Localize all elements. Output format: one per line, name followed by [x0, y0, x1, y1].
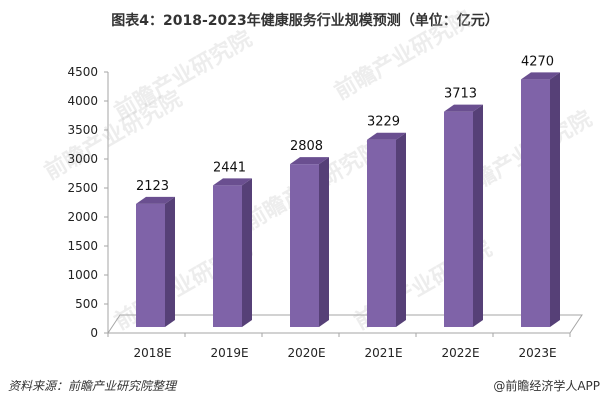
bar-front [444, 111, 473, 327]
data-label: 2808 [290, 139, 323, 154]
bar-front [367, 139, 396, 327]
x-tick-label: 2021E [364, 346, 402, 360]
bar-top [521, 72, 560, 80]
chart-title: 图表4：2018-2023年健康服务行业规模预测（单位：亿元） [111, 13, 499, 29]
y-tick-label: 1000 [67, 268, 98, 282]
bar-top [290, 157, 329, 165]
bar-top [136, 196, 175, 204]
y-tick-label: 0 [90, 326, 98, 340]
bar-front [521, 79, 550, 327]
x-tick-label: 2019E [210, 346, 248, 360]
chart-floor [107, 314, 583, 334]
y-tick-label: 500 [75, 297, 98, 311]
y-tick-label: 4000 [67, 94, 98, 108]
x-tick-label: 2020E [287, 346, 325, 360]
y-tick-label: 3500 [67, 123, 98, 137]
data-label: 3713 [444, 87, 477, 102]
bar-top [367, 132, 406, 140]
y-tick-label: 2500 [67, 181, 98, 195]
y-tick-label: 2000 [67, 210, 98, 224]
bar-side [473, 104, 483, 328]
bar-side [550, 72, 560, 327]
bar-side [319, 157, 329, 327]
data-label: 3229 [367, 115, 400, 130]
watermark: 前瞻产业研究院 [40, 86, 186, 186]
x-tick-label: 2023E [518, 346, 556, 360]
bar-side [396, 132, 406, 327]
y-tick-label: 4500 [67, 65, 98, 79]
bar-front [213, 185, 242, 327]
data-label: 4270 [521, 54, 554, 69]
bar-top [444, 104, 483, 112]
data-label: 2441 [213, 160, 246, 175]
x-tick-label: 2022E [441, 346, 479, 360]
bar-top [213, 178, 252, 186]
bar-side [165, 196, 175, 327]
x-tick-label: 2018E [133, 346, 171, 360]
bar-front [290, 164, 319, 327]
y-tick-label: 3000 [67, 152, 98, 166]
bar-front [136, 203, 165, 327]
data-label: 2123 [136, 179, 169, 194]
y-tick-label: 1500 [67, 239, 98, 253]
bar-side [242, 178, 252, 327]
credit-note: @前瞻经济学人APP [493, 379, 600, 393]
source-note: 资料来源：前瞻产业研究院整理 [8, 379, 177, 393]
